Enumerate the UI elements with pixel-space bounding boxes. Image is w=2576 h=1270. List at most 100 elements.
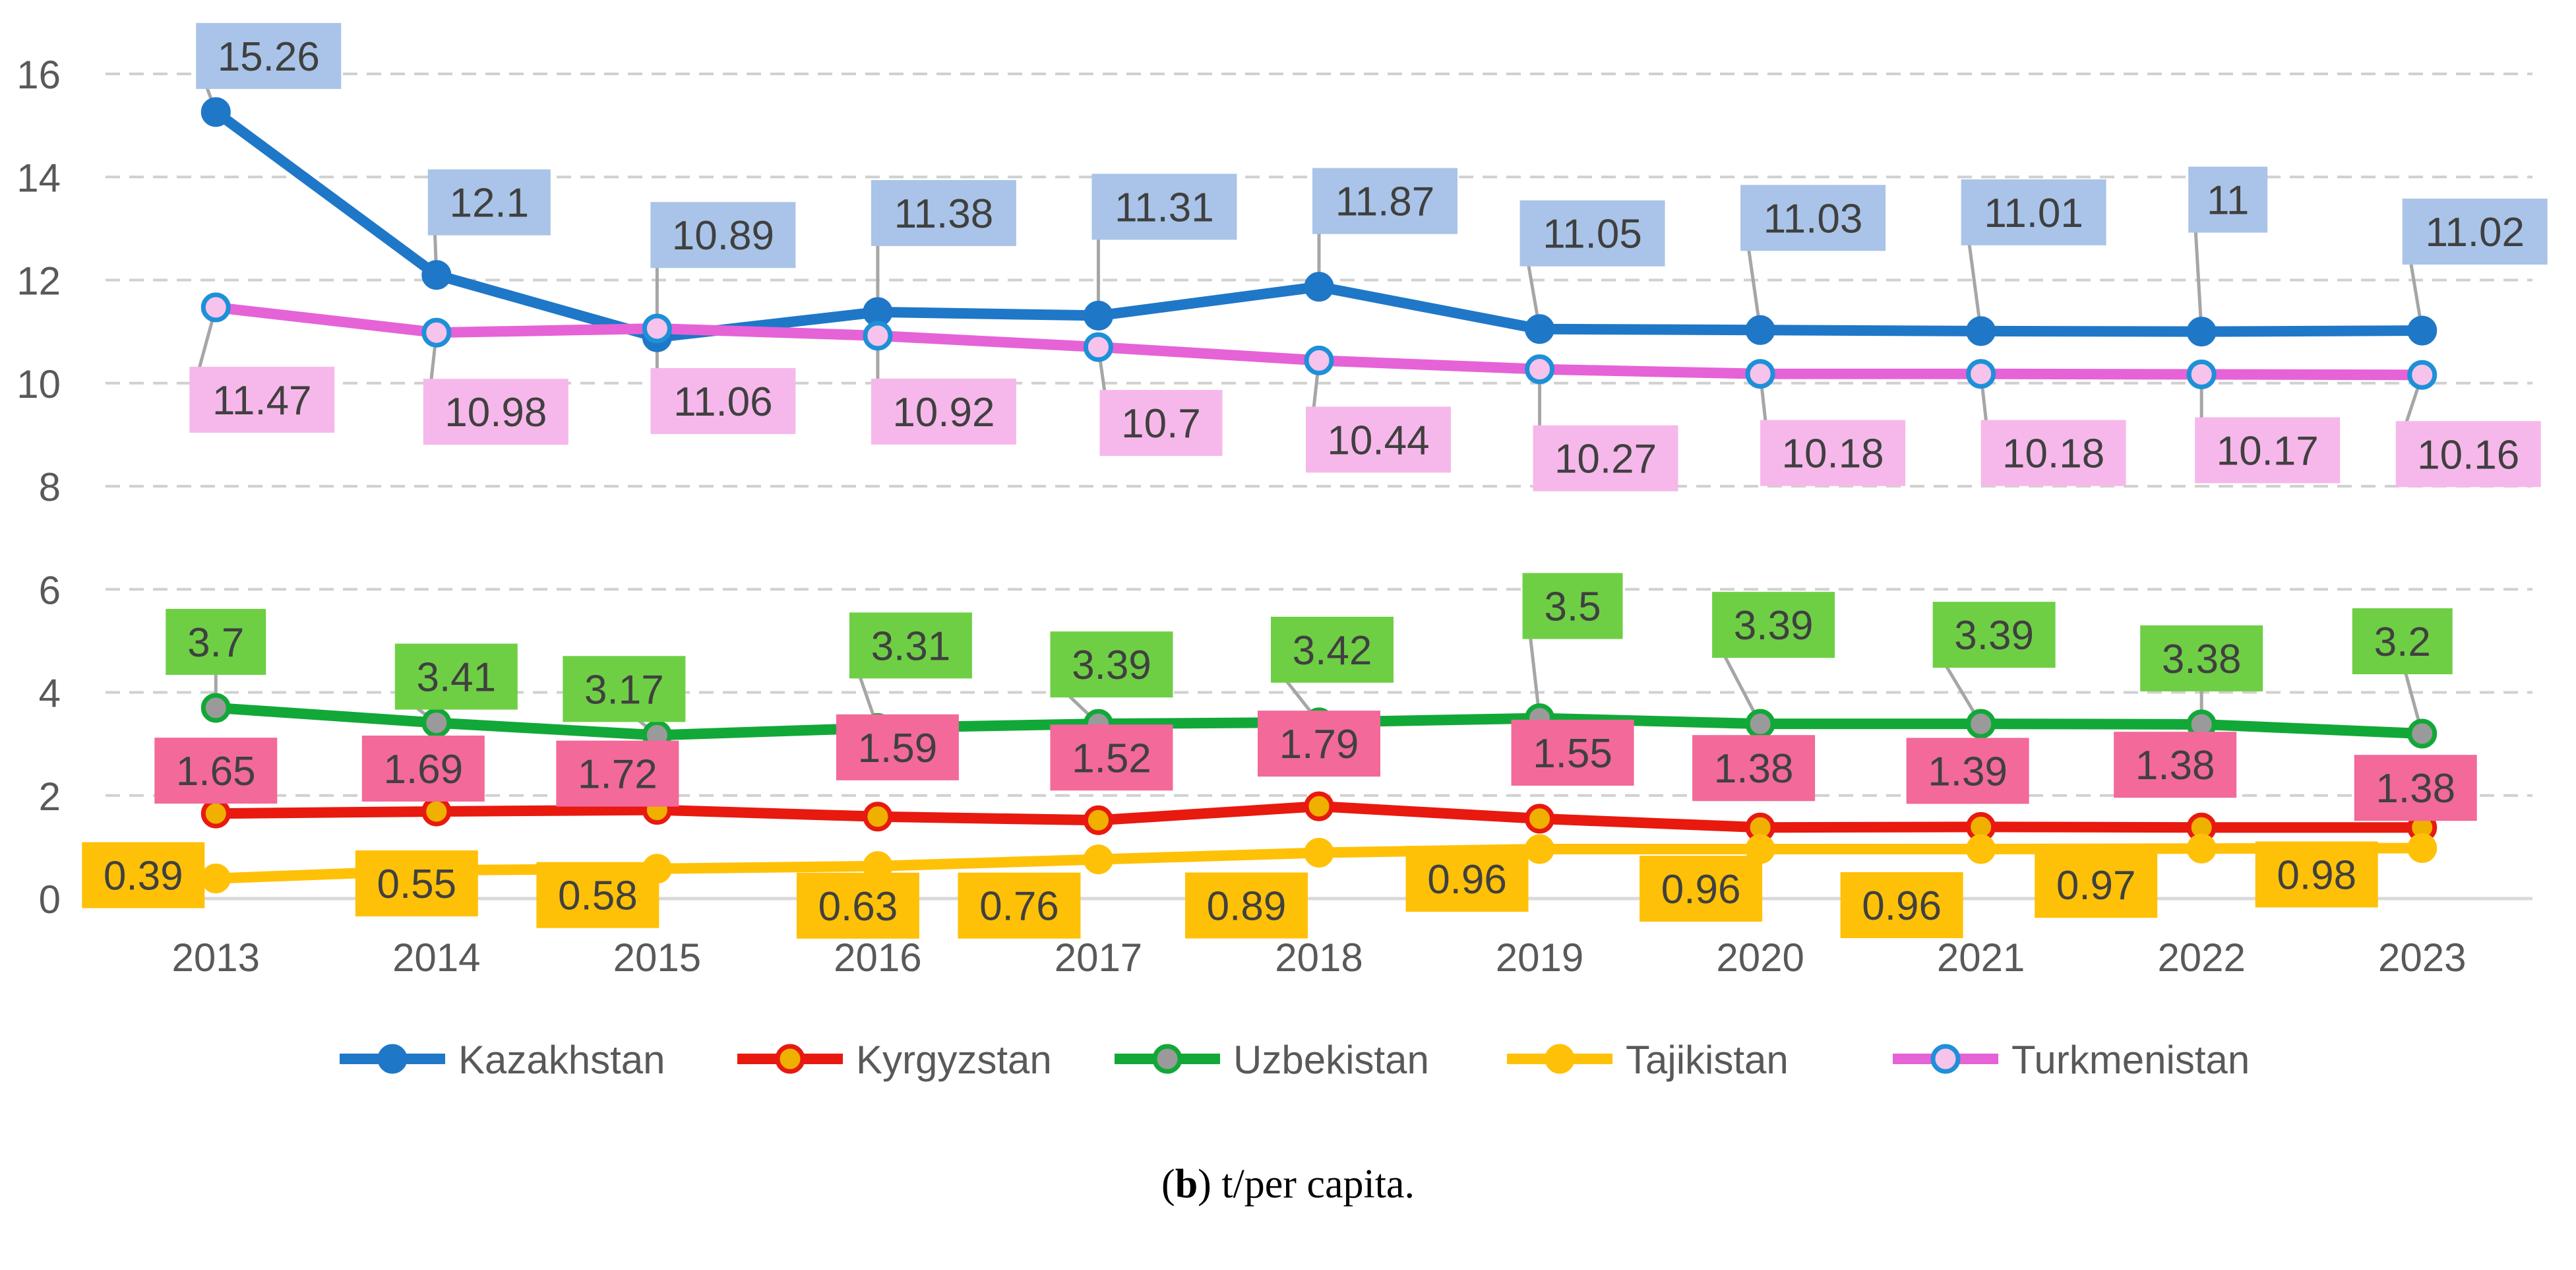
data-point-uzbekistan [1745,709,1775,739]
data-label-box-tajikistan [536,862,659,928]
data-point-tajikistan [1083,844,1113,875]
data-point-kyrgyzstan [200,798,231,829]
data-label-kazakhstan: 11 [2207,178,2249,224]
axes: 0 2 4 6 8 10 12 14 16 2013 2014 2015 2016 2017 2018 201… [16,53,2532,980]
data-label-box-turkmenistan [423,379,568,445]
data-point-turkmenistan [1745,359,1775,389]
data-label-box-turkmenistan [871,378,1016,445]
data-point-tajikistan [2186,833,2217,864]
data-label-box-kyrgyzstan [361,735,485,802]
data-label-box-tajikistan [1405,846,1529,912]
label-leader-kazakhstan [1745,237,1762,331]
data-label-kyrgyzstan: 1.72 [578,752,658,798]
data-label-box-kazakhstan [2188,166,2268,233]
data-label-kazakhstan: 11.01 [1984,191,2083,236]
y-tick-label: 2 [39,775,61,819]
data-label-uzbekistan: 3.17 [584,667,664,713]
data-label-turkmenistan: 11.47 [212,378,312,424]
data-label-kazakhstan: 11.38 [894,191,994,237]
y-tick-label: 10 [16,362,61,406]
data-label-box-kazakhstan [1519,200,1665,267]
data-label-kyrgyzstan: 1.38 [1714,746,1794,792]
data-label-kazakhstan: 11.31 [1115,185,1214,230]
legend: Kazakhstan Kyrgyzstan Uzbekistan Tajikistan… [340,1038,2250,1082]
legend-marker-tajikistan [1545,1044,1575,1074]
y-tick-label: 16 [16,53,61,97]
data-label-box-kazakhstan [650,202,796,269]
data-label-box-kazakhstan [871,179,1016,246]
data-label-box-tajikistan [796,872,919,939]
data-label-box-turkmenistan [189,366,335,433]
data-label-turkmenistan: 10.16 [2417,432,2519,478]
data-label-turkmenistan: 10.7 [1121,401,1201,447]
data-label-kyrgyzstan: 1.52 [1072,736,1151,781]
data-point-kyrgyzstan [421,796,452,827]
data-label-tajikistan: 0.58 [558,873,638,919]
data-label-kazakhstan: 11.02 [2425,210,2525,255]
y-tick-label: 6 [39,568,61,612]
data-point-turkmenistan [2186,359,2217,389]
data-point-turkmenistan [1525,354,1555,385]
data-label-box-kyrgyzstan [556,740,679,807]
data-label-turkmenistan: 10.98 [445,390,547,435]
data-label-tajikistan: 0.76 [979,884,1059,930]
y-tick-label: 14 [16,156,61,200]
data-label-box-kyrgyzstan [1258,711,1380,777]
label-leader-kazakhstan [1966,232,1983,332]
data-label-box-tajikistan [958,872,1081,939]
data-label-kazakhstan: 11.05 [1543,212,1642,257]
data-point-uzbekistan [421,708,452,738]
data-label-box-turkmenistan [2195,417,2341,484]
data-point-kazakhstan [1304,272,1334,302]
data-label-box-tajikistan [1640,856,1763,922]
data-label-box-turkmenistan [1533,425,1678,492]
data-point-kyrgyzstan [863,802,893,832]
data-point-kazakhstan [1966,316,1996,346]
data-label-box-kazakhstan [1740,185,1886,251]
data-label-uzbekistan: 3.31 [871,623,951,669]
data-label-box-uzbekistan [2140,625,2263,691]
data-label-box-uzbekistan [1050,631,1173,698]
data-label-kazakhstan: 12.1 [449,181,529,226]
data-label-kazakhstan: 15.26 [218,34,320,80]
data-label-box-kazakhstan [196,22,342,89]
data-label-box-kazakhstan [1961,179,2106,245]
data-point-tajikistan [1966,834,1996,864]
data-point-kazakhstan [200,97,231,127]
data-labels: 15.26 12.1 10.89 11.38 11.31 11.87 11.05 11.03 1… [82,22,2548,939]
data-label-box-turkmenistan [1306,406,1451,473]
data-label-tajikistan: 0.39 [104,854,183,899]
data-point-kazakhstan [2407,315,2438,346]
data-label-box-kyrgyzstan [836,714,959,780]
data-point-kazakhstan [2186,317,2217,347]
legend-marker-turkmenistan [1930,1044,1961,1074]
data-label-box-kazakhstan [427,169,551,236]
legend-label-kazakhstan: Kazakhstan [458,1038,665,1082]
data-label-box-turkmenistan [650,367,796,434]
x-tick-label: 2021 [1937,936,2025,980]
data-point-tajikistan [2407,833,2438,863]
label-leader-uzbekistan [1527,625,1542,718]
data-label-turkmenistan: 10.44 [1327,418,1429,463]
data-label-tajikistan: 0.96 [1427,857,1507,903]
data-label-kyrgyzstan: 1.55 [1533,731,1612,777]
data-label-kyrgyzstan: 1.69 [383,747,463,792]
legend-label-uzbekistan: Uzbekistan [1233,1038,1429,1082]
data-label-box-tajikistan [82,842,205,908]
data-label-box-kyrgyzstan [2354,755,2477,821]
data-label-uzbekistan: 3.41 [416,655,496,701]
data-label-tajikistan: 0.97 [2056,863,2136,908]
data-label-box-kyrgyzstan [2114,732,2237,798]
legend-label-kyrgyzstan: Kyrgyzstan [856,1038,1052,1082]
data-label-turkmenistan: 11.06 [673,379,773,425]
data-label-tajikistan: 0.96 [1862,883,1942,929]
data-label-box-uzbekistan [1271,616,1394,683]
data-label-kyrgyzstan: 1.39 [1928,749,2008,794]
data-label-box-uzbekistan [1522,573,1623,639]
data-label-uzbekistan: 3.38 [2162,637,2242,682]
x-tick-label: 2020 [1716,936,1804,980]
x-tick-label: 2014 [392,936,480,980]
data-point-kazakhstan [1745,315,1775,345]
